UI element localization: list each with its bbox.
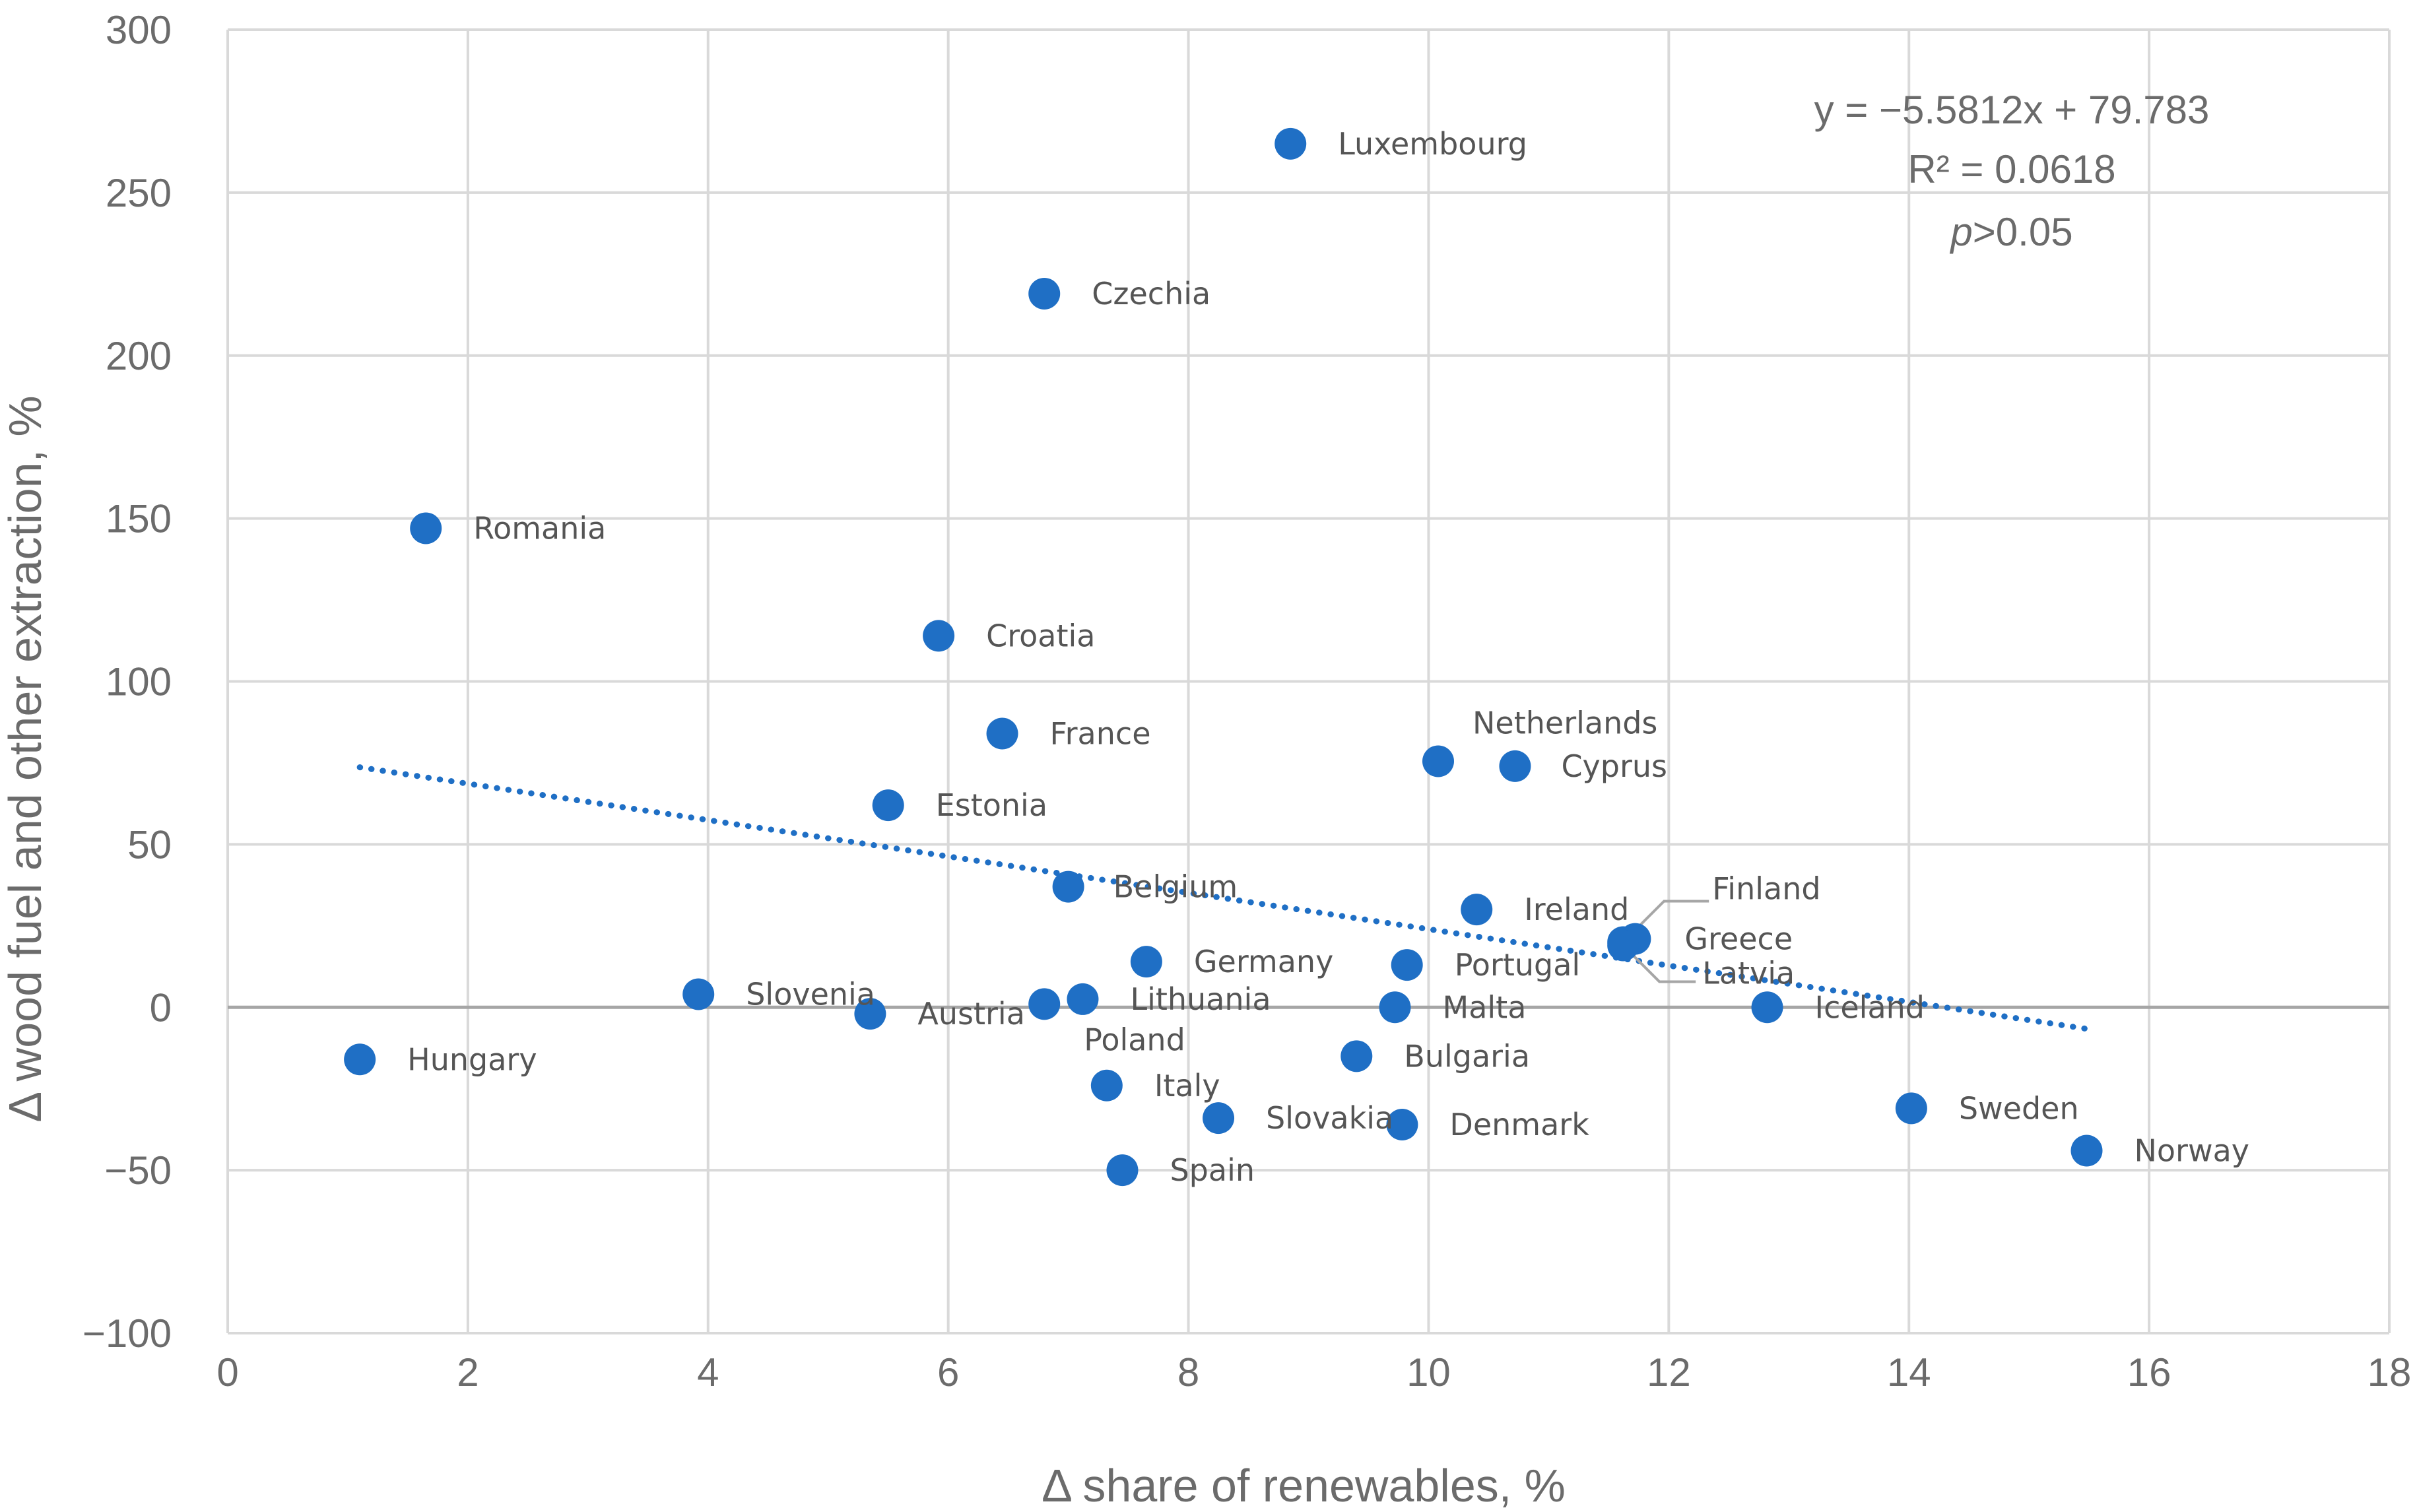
point-label-austria: Austria (917, 996, 1025, 1032)
point-label-lithuania: Lithuania (1130, 981, 1271, 1017)
y-tick-label: 50 (127, 822, 172, 867)
point-label-malta: Malta (1443, 989, 1527, 1025)
x-tick-label: 8 (1177, 1350, 1199, 1395)
point-label-belgium: Belgium (1113, 869, 1238, 905)
point-estonia (872, 789, 904, 822)
point-label-france: France (1050, 716, 1151, 752)
point-italy (1090, 1069, 1123, 1101)
point-label-estonia: Estonia (936, 787, 1047, 823)
point-austria (854, 998, 886, 1030)
point-label-czechia: Czechia (1092, 276, 1210, 312)
trend-equation: y = −5.5812x + 79.783 (1814, 88, 2210, 132)
y-axis-ticks: −100 −50 0 50 100 150 200 250 300 (83, 8, 172, 1356)
point-romania (410, 512, 442, 544)
point-malta (1379, 991, 1411, 1024)
point-label-bulgaria: Bulgaria (1404, 1038, 1530, 1074)
x-tick-label: 12 (1647, 1350, 1691, 1395)
y-axis-title: Δ wood fuel and other extraction, % (0, 395, 51, 1122)
point-label-latvia: Latvia (1702, 955, 1795, 991)
point-label-portugal: Portugal (1455, 947, 1581, 983)
point-label-poland: Poland (1084, 1022, 1185, 1057)
y-tick-label: −100 (83, 1311, 172, 1356)
point-ireland (1461, 894, 1493, 926)
leader-line-latvia (1622, 944, 1696, 983)
point-label-slovenia: Slovenia (746, 977, 875, 1012)
x-tick-label: 2 (457, 1350, 479, 1395)
point-label-ireland: Ireland (1524, 892, 1629, 927)
trendline (356, 764, 2092, 1032)
x-axis-ticks: 0 2 4 6 8 10 12 14 16 18 (216, 1350, 2411, 1395)
point-label-croatia: Croatia (986, 618, 1095, 653)
point-slovenia (682, 978, 715, 1010)
point-labels: Luxembourg Czechia Romania Croatia France Net… (407, 126, 2249, 1188)
y-tick-label: 100 (106, 660, 172, 704)
point-netherlands (1422, 745, 1454, 777)
point-label-hungary: Hungary (407, 1041, 537, 1077)
point-luxembourg (1275, 127, 1307, 160)
r-squared: R² = 0.0618 (1907, 147, 2115, 191)
x-tick-label: 16 (2127, 1350, 2171, 1395)
point-label-cyprus: Cyprus (1561, 748, 1667, 784)
point-label-greece: Greece (1684, 921, 1793, 957)
y-tick-label: 300 (106, 8, 172, 52)
point-spain (1106, 1154, 1139, 1187)
x-tick-label: 18 (2367, 1350, 2412, 1395)
y-tick-label: 200 (106, 334, 172, 378)
y-tick-label: 250 (106, 171, 172, 215)
point-label-romania: Romania (473, 510, 606, 546)
x-tick-label: 4 (697, 1350, 719, 1395)
point-czechia (1028, 277, 1061, 310)
point-label-netherlands: Netherlands (1473, 705, 1657, 740)
point-norway (2070, 1134, 2103, 1167)
y-tick-label: 150 (106, 497, 172, 541)
x-tick-label: 10 (1407, 1350, 1451, 1395)
point-cyprus (1499, 750, 1531, 782)
p-value-threshold: >0.05 (1973, 210, 2073, 254)
point-poland (1028, 988, 1061, 1020)
x-tick-label: 0 (216, 1350, 238, 1395)
p-value: p>0.05 (1949, 210, 2072, 254)
y-tick-label: 0 (150, 985, 172, 1030)
point-slovakia (1203, 1102, 1235, 1134)
point-label-sweden: Sweden (1959, 1090, 2079, 1126)
point-label-norway: Norway (2135, 1133, 2250, 1169)
point-germany (1130, 946, 1162, 978)
point-label-spain: Spain (1170, 1152, 1255, 1188)
point-label-slovakia: Slovakia (1266, 1100, 1393, 1136)
point-belgium (1052, 871, 1084, 903)
point-lithuania (1067, 983, 1099, 1015)
x-tick-label: 6 (937, 1350, 959, 1395)
point-sweden (1895, 1092, 1927, 1125)
point-hungary (344, 1043, 376, 1076)
point-label-iceland: Iceland (1815, 989, 1925, 1025)
point-portugal (1391, 949, 1423, 981)
point-label-italy: Italy (1154, 1068, 1220, 1103)
y-tick-label: −50 (104, 1148, 172, 1193)
point-france (986, 717, 1018, 750)
point-label-denmark: Denmark (1449, 1107, 1589, 1142)
point-label-finland: Finland (1712, 871, 1820, 907)
point-croatia (923, 620, 955, 652)
point-denmark (1386, 1109, 1418, 1140)
x-axis-title: Δ share of renewables, % (1042, 1460, 1566, 1511)
x-tick-label: 14 (1887, 1350, 1931, 1395)
point-label-luxembourg: Luxembourg (1338, 126, 1527, 162)
point-label-germany: Germany (1194, 944, 1333, 979)
data-points (344, 127, 2103, 1187)
p-value-symbol: p (1949, 210, 1972, 254)
point-bulgaria (1341, 1040, 1373, 1072)
point-iceland (1751, 991, 1783, 1024)
point-latvia (1607, 929, 1639, 962)
